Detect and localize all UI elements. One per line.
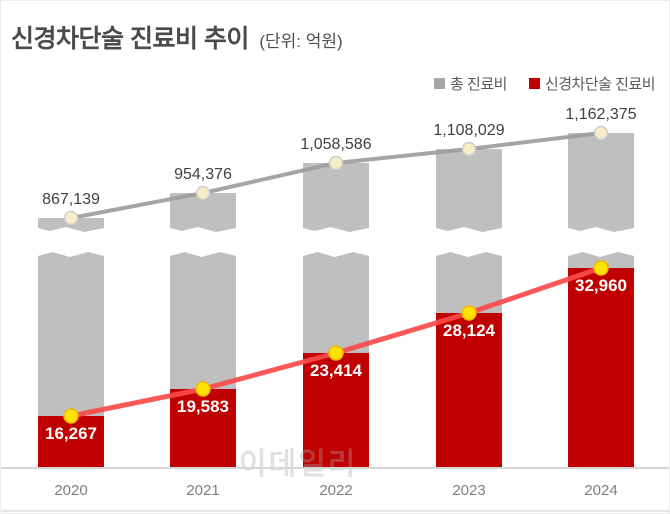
legend-label-nerveblock: 신경차단술 진료비	[544, 76, 656, 93]
chart-unit-label: (단위: 억원)	[259, 32, 343, 51]
bar-nerveblock	[568, 268, 634, 467]
legend-item-total: 총 진료비	[434, 73, 507, 94]
x-axis-line	[1, 467, 669, 469]
x-axis-tick-label: 2020	[54, 482, 88, 499]
bar-total-topseg	[568, 133, 634, 234]
data-label-total: 1,058,586	[300, 136, 372, 153]
watermark: 이데일리	[239, 448, 358, 481]
legend-item-nerveblock: 신경차단술 진료비	[528, 73, 656, 94]
bar-total-topseg	[303, 163, 369, 234]
data-label-nerveblock: 32,960	[575, 276, 627, 295]
data-label-nerveblock: 16,267	[45, 424, 97, 443]
x-axis-tick-label: 2021	[186, 482, 220, 499]
bottom-divider	[1, 510, 669, 512]
bar-total-topseg	[436, 149, 502, 234]
data-label-total: 1,162,375	[565, 106, 637, 123]
bar-nerveblock	[38, 416, 104, 467]
data-label-total: 867,139	[42, 191, 100, 208]
x-axis-tick-label: 2023	[452, 482, 486, 499]
bar-total-topseg	[170, 193, 236, 234]
legend-label-total: 총 진료비	[450, 76, 507, 93]
bar-total-topseg	[38, 218, 104, 234]
data-label-total: 1,108,029	[433, 122, 505, 139]
data-label-total: 954,376	[174, 166, 232, 183]
x-axis-tick-label: 2022	[319, 482, 353, 499]
chart-title: 신경차단술 진료비 추이	[11, 25, 249, 53]
legend-swatch-red-icon	[528, 78, 540, 89]
data-label-nerveblock: 23,414	[310, 361, 362, 380]
page-title: 신경차단술 진료비 추이 (단위: 억원)	[11, 19, 343, 55]
legend-swatch-gray-icon	[434, 78, 446, 89]
data-label-nerveblock: 19,583	[177, 397, 229, 416]
x-axis-tick-label: 2024	[584, 482, 618, 499]
data-label-nerveblock: 28,124	[443, 321, 495, 340]
legend: 총 진료비 신경차단술 진료비	[434, 73, 656, 94]
